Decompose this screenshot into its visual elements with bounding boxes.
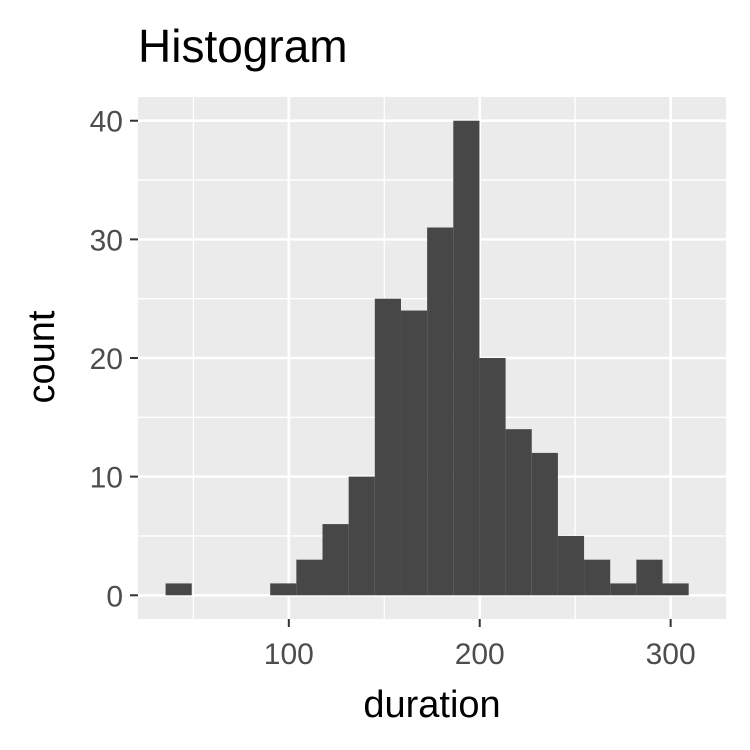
y-tick-label: 20 bbox=[90, 343, 123, 376]
histogram-bar bbox=[400, 310, 428, 596]
x-tick-label: 200 bbox=[455, 638, 505, 671]
histogram-bar bbox=[662, 583, 689, 596]
histogram-bar bbox=[348, 476, 375, 596]
histogram-bar bbox=[165, 583, 192, 596]
histogram-bar bbox=[636, 559, 663, 596]
histogram-bars bbox=[165, 120, 689, 596]
histogram-bar bbox=[270, 583, 297, 596]
y-axis: 0 10 20 30 40 bbox=[90, 106, 138, 613]
y-tick-label: 40 bbox=[90, 106, 123, 139]
y-tick-label: 0 bbox=[106, 580, 123, 613]
histogram-bar bbox=[296, 559, 323, 596]
histogram-bar bbox=[374, 298, 401, 596]
histogram-bar bbox=[453, 120, 480, 596]
x-tick-label: 100 bbox=[264, 638, 314, 671]
x-axis-title: duration bbox=[363, 684, 500, 726]
y-axis-title: count bbox=[21, 310, 63, 403]
x-axis: 100 200 300 bbox=[264, 619, 696, 671]
chart-title: Histogram bbox=[138, 20, 348, 72]
x-tick-label: 300 bbox=[646, 638, 696, 671]
y-tick-label: 10 bbox=[90, 462, 123, 495]
histogram-bar bbox=[322, 524, 349, 596]
y-tick-label: 30 bbox=[90, 224, 123, 257]
histogram-bar bbox=[479, 358, 506, 596]
histogram-bar bbox=[427, 227, 454, 596]
histogram-bar bbox=[531, 452, 558, 596]
histogram-bar bbox=[557, 535, 585, 596]
histogram-bar bbox=[610, 583, 637, 596]
histogram-bar bbox=[505, 429, 532, 596]
histogram-bar bbox=[584, 559, 611, 596]
